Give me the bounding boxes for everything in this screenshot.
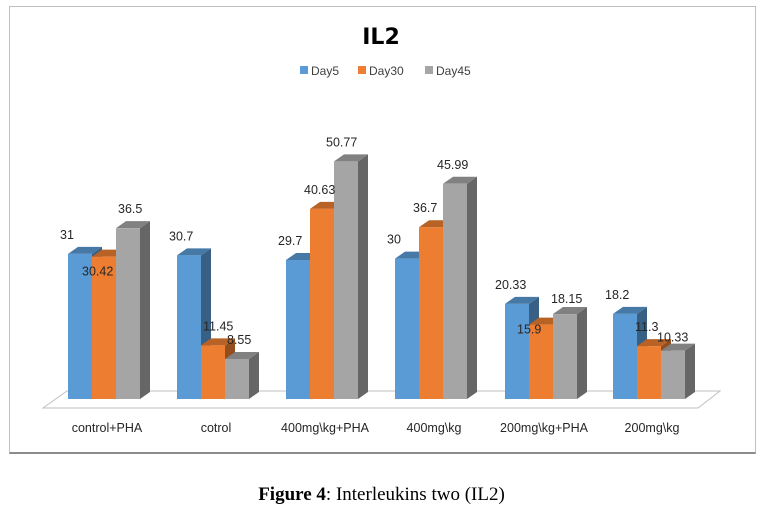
bar-front	[529, 324, 553, 399]
bar	[613, 306, 647, 399]
bar-top	[505, 296, 539, 304]
bar-top	[553, 307, 587, 315]
caption-text: : Interleukins two (IL2)	[325, 484, 505, 505]
category-label: 200mg\kg	[625, 421, 680, 435]
data-label: 8.55	[227, 333, 251, 347]
bar-side	[577, 307, 587, 399]
legend-swatch-day30	[358, 66, 366, 74]
data-label: 10.33	[657, 331, 688, 345]
bar-top	[637, 339, 671, 347]
bar-front	[637, 346, 661, 399]
bar-top	[661, 343, 695, 351]
bar	[661, 343, 695, 399]
bar-top	[201, 338, 235, 346]
caption-label: Figure 4	[258, 484, 326, 505]
bar	[225, 351, 259, 399]
category-label: cotrol	[201, 421, 232, 435]
bar-side	[467, 176, 477, 399]
bar-front	[68, 253, 92, 399]
bar-front	[334, 161, 358, 399]
bar	[116, 221, 150, 399]
legend-swatch-day5	[300, 66, 308, 74]
bar-front	[116, 228, 140, 399]
category-label: 400mg\kg+PHA	[281, 421, 370, 435]
bar	[334, 154, 368, 399]
bar-side	[685, 343, 695, 399]
bar-front	[225, 358, 249, 399]
data-label: 31	[60, 228, 74, 242]
bar-top	[68, 246, 102, 254]
bar-top	[225, 351, 259, 359]
data-labels: 31 30.42 36.5 30.7 11.458.55 29.7 40.63 50.77 30…	[60, 135, 688, 347]
data-label: 30.7	[169, 229, 193, 243]
chart-title: IL2	[362, 25, 400, 50]
data-label: 30.42	[82, 265, 113, 279]
bar-front	[92, 256, 116, 399]
data-label: 50.77	[326, 135, 357, 149]
bar-side	[358, 154, 368, 399]
data-label: 15.9	[517, 323, 541, 337]
data-label: 18.15	[551, 292, 582, 306]
legend-label-day5: Day5	[311, 64, 339, 78]
category-label: 400mg\kg	[407, 421, 462, 435]
bar-side	[140, 221, 150, 399]
data-label: 36.7	[413, 201, 437, 215]
data-label: 30	[387, 233, 401, 247]
legend: Day5 Day30 Day45	[300, 64, 471, 78]
bar-front	[286, 260, 310, 399]
bar-top	[116, 221, 150, 229]
bar	[443, 176, 477, 399]
bar-front	[505, 303, 529, 399]
legend-label-day30: Day30	[369, 64, 404, 78]
data-label: 11.3	[635, 320, 658, 334]
legend-label-day45: Day45	[436, 64, 471, 78]
bar-front	[177, 255, 201, 399]
bars	[68, 154, 695, 399]
category-axis: control+PHA cotrol 400mg\kg+PHA 400mg\kg 200…	[72, 421, 680, 435]
bar-top	[334, 154, 368, 162]
bar-front	[661, 350, 685, 399]
bar-top	[613, 306, 647, 314]
bar-top	[177, 248, 211, 256]
bar-top	[443, 176, 477, 184]
legend-swatch-day45	[425, 66, 433, 74]
chart-svg: IL2 Day5 Day30 Day45 31 30.42 36.5 30.7 11.458…	[41, 25, 722, 435]
data-label: 20.33	[495, 278, 526, 292]
data-label: 45.99	[437, 158, 468, 172]
bar-front	[395, 258, 419, 399]
data-label: 29.7	[278, 234, 302, 248]
bar	[553, 307, 587, 399]
category-label: control+PHA	[72, 421, 143, 435]
bar-front	[613, 313, 637, 399]
bar-front	[553, 314, 577, 399]
data-label: 40.63	[304, 183, 335, 197]
bar-side	[249, 351, 259, 399]
bar-front	[443, 183, 467, 399]
bar-front	[310, 208, 334, 399]
data-label: 18.2	[605, 288, 629, 302]
data-label: 11.45	[203, 319, 233, 333]
data-label: 36.5	[118, 202, 142, 216]
bar-front	[201, 345, 225, 399]
category-label: 200mg\kg+PHA	[500, 421, 589, 435]
figure-caption: Figure 4: Interleukins two (IL2)	[0, 484, 763, 506]
bar-front	[419, 227, 443, 399]
